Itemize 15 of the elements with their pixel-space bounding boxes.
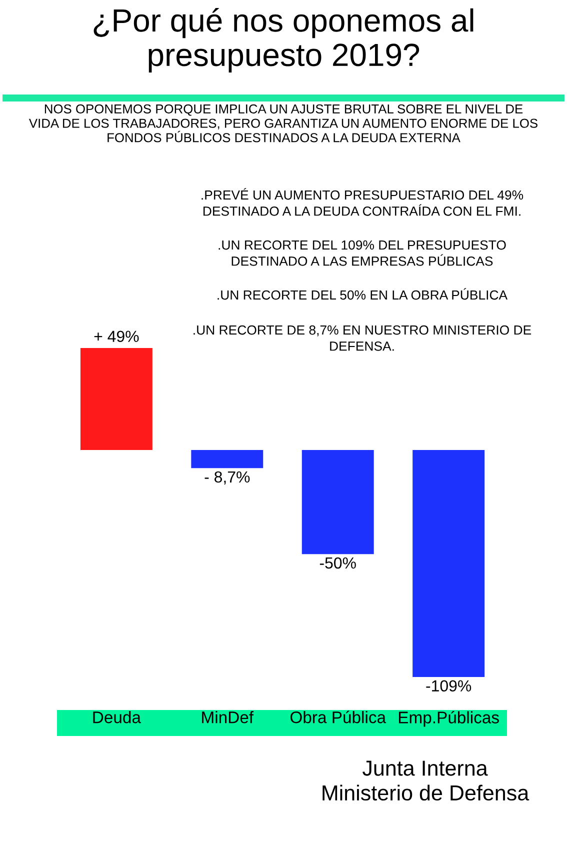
- annotation: .UN RECORTE DE 8,7% EN NUESTRO MINISTERIO DE DEFENSA.: [194, 325, 532, 351]
- text: .PREVÉ UN AUMENTO PRESUPUESTARIO DEL 49% DESTINADO A LA DEUDA CONTRAÍDA CON EL FMI.: [202, 188, 524, 216]
- x-tick-label: Emp.Públicas: [398, 711, 499, 727]
- data-label: -109%: [426, 680, 472, 692]
- chart-subtitle: NOS OPONEMOS PORQUE IMPLICA UN AJUSTE BRUTAL SOBRE EL NIVEL DE VIDA DE LOS TRABAJADORES, PERO GARANTIZA UN AUMENTO ENORME DE LOS FONDOS PÚBLICOS DESTINADOS A LA DEUDA EXTERNA: [28, 104, 538, 142]
- x-tick-label: MinDef: [202, 711, 254, 724]
- data-label: -50%: [320, 557, 356, 569]
- x-tick-label: Obra Pública: [290, 710, 386, 724]
- text: .UN RECORTE DEL 109% DEL PRESUPUESTO DESTINADO A LAS EMPRESAS PÚBLICAS: [218, 240, 506, 266]
- chart-title: ¿Por qué nos oponemos al presupuesto 2019?: [94, 8, 474, 73]
- text: Junta Interna Ministerio de Defensa: [322, 760, 530, 801]
- data-label: + 49%: [94, 330, 139, 342]
- text: .UN RECORTE DEL 50% EN LA OBRA PÚBLICA: [218, 288, 508, 300]
- data-label: - 8,7%: [204, 471, 250, 485]
- x-tick-label: Deuda: [93, 711, 141, 724]
